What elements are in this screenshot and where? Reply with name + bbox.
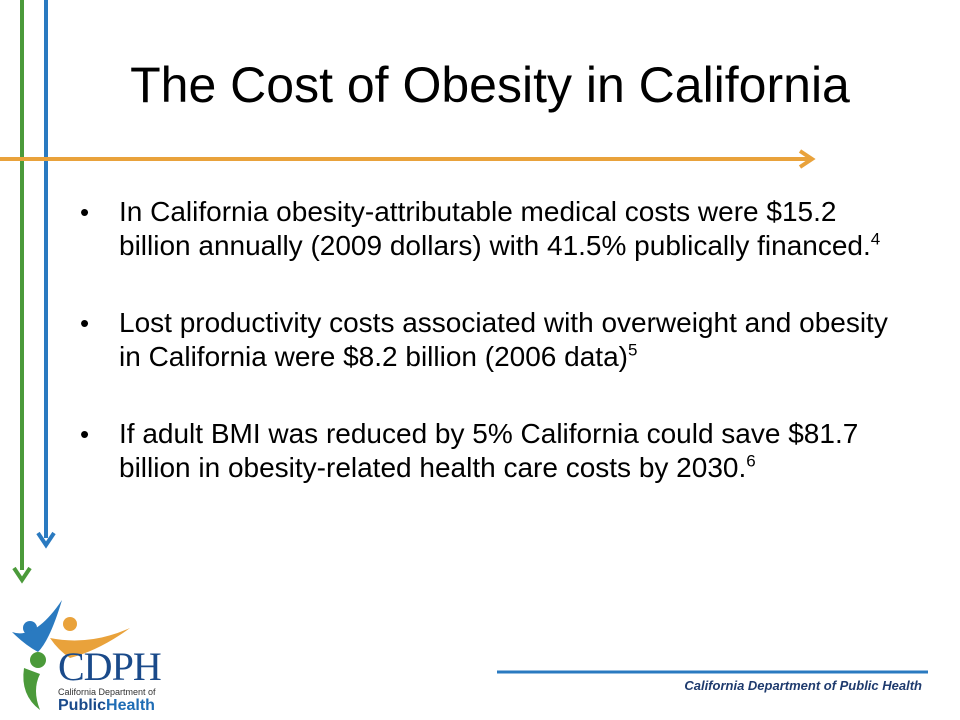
bullet-item: • If adult BMI was reduced by 5% Califor… — [80, 417, 910, 485]
bullet-marker: • — [80, 419, 90, 449]
logo-green-head — [30, 652, 46, 668]
blue-arrow-head — [36, 531, 56, 549]
footnote-ref: 5 — [627, 340, 638, 360]
slide-title: The Cost of Obesity in California — [130, 57, 850, 113]
bullet-text: In California obesity-attributable medic… — [119, 196, 871, 261]
logo-acronym: CDPH — [58, 644, 162, 689]
bullet-marker: • — [80, 308, 90, 338]
cdph-logo-figures — [12, 600, 130, 710]
logo-green-body — [23, 668, 40, 710]
logo-health: Health — [106, 697, 155, 714]
orange-arrow-head — [798, 149, 816, 169]
logo-blue-arm — [12, 600, 62, 652]
bullet-item: • In California obesity-attributable med… — [80, 195, 910, 263]
green-arrow-head — [12, 566, 32, 584]
bullet-marker: • — [80, 197, 90, 227]
footer-org-name: California Department of Public Health — [684, 678, 922, 693]
bullet-item: • Lost productivity costs associated wit… — [80, 306, 910, 374]
logo-orange-head — [63, 617, 77, 631]
bullet-text: If adult BMI was reduced by 5% Californi… — [119, 418, 859, 483]
logo-orange-arm — [50, 628, 130, 658]
logo-public-health: PublicHealth — [58, 697, 155, 715]
logo-public: Public — [58, 697, 107, 714]
bullet-text: Lost productivity costs associated with … — [119, 307, 888, 372]
footnote-ref: 4 — [870, 229, 881, 249]
footnote-ref: 6 — [746, 451, 756, 471]
logo-dept-line: California Department of — [58, 687, 156, 697]
bullet-list: • In California obesity-attributable med… — [80, 195, 910, 528]
